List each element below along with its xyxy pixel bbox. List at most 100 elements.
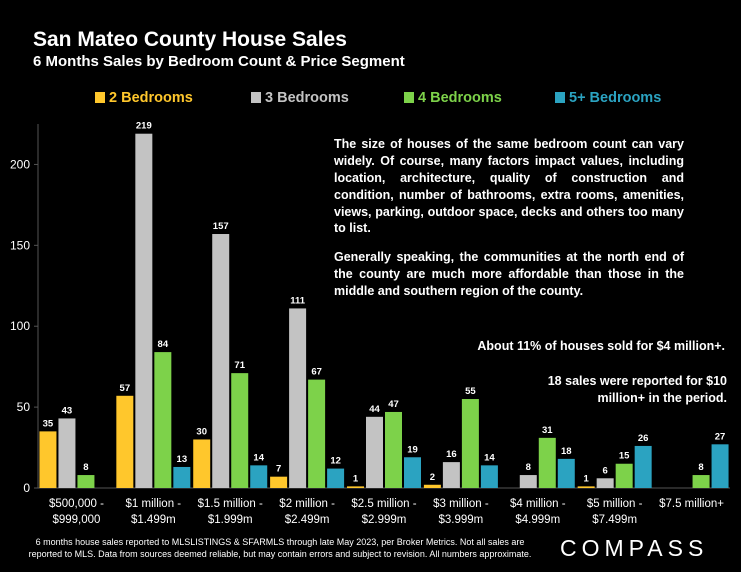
legend-label-2-bedrooms: 2 Bedrooms	[109, 90, 193, 106]
x-tick-label: $4 million -	[510, 498, 566, 510]
legend-swatch-2-bedrooms	[95, 92, 105, 103]
x-tick-label: $2.5 million -	[351, 498, 416, 510]
bar	[347, 486, 364, 488]
bar	[77, 475, 95, 488]
bar	[404, 457, 421, 488]
data-label: 2	[430, 472, 435, 483]
bar	[461, 399, 479, 488]
data-label: 8	[526, 462, 531, 473]
data-label: 8	[698, 462, 703, 473]
bar	[308, 379, 326, 488]
data-label: 26	[638, 433, 649, 444]
annotation-10m-sales: 18 sales were reported for $10 million+ …	[547, 374, 727, 405]
x-tick-label: $1.499m	[131, 514, 176, 526]
data-label: 13	[177, 454, 188, 465]
data-label: 14	[484, 452, 495, 463]
bar	[615, 463, 633, 488]
bar	[250, 465, 268, 488]
data-label: 44	[369, 404, 380, 415]
bar	[289, 308, 307, 488]
bar	[692, 475, 710, 488]
compass-logo: COMPASS	[560, 535, 709, 561]
x-tick-label: $5 million -	[587, 498, 643, 510]
x-tick-label: $3 million -	[433, 498, 489, 510]
data-label: 6	[603, 465, 608, 476]
y-tick-label: 100	[10, 319, 30, 333]
y-tick-label: 200	[10, 157, 30, 171]
data-label: 157	[213, 221, 229, 232]
bar	[270, 476, 288, 488]
data-label: 19	[407, 444, 418, 455]
bar	[212, 234, 230, 488]
annotation-4m-percentage: About 11% of houses sold for $4 million+…	[477, 339, 725, 353]
data-label: 7	[276, 464, 281, 475]
bar	[577, 486, 595, 488]
bar	[154, 352, 172, 488]
data-label: 111	[290, 295, 306, 306]
data-label: 67	[311, 367, 322, 378]
data-label: 18	[561, 446, 572, 457]
data-label: 27	[715, 431, 726, 442]
x-tick-label: $1.999m	[208, 514, 253, 526]
x-tick-label: $4.999m	[515, 514, 560, 526]
x-tick-label: $1.5 million -	[198, 498, 263, 510]
x-tick-label: $999,000	[52, 514, 100, 526]
data-label: 16	[446, 449, 457, 460]
x-tick-label: $2.999m	[362, 514, 407, 526]
bar	[557, 458, 575, 488]
x-tick-label: $3.999m	[439, 514, 484, 526]
bar	[385, 411, 402, 488]
data-label: 12	[330, 456, 341, 467]
bar	[519, 475, 537, 488]
bar	[58, 418, 76, 488]
bar	[442, 462, 460, 488]
x-tick-label: $2.499m	[285, 514, 330, 526]
data-label: 8	[83, 462, 88, 473]
bar	[423, 484, 441, 488]
bar	[596, 478, 614, 488]
data-label: 14	[253, 452, 264, 463]
bar	[39, 431, 57, 488]
commentary-note: The size of houses of the same bedroom c…	[334, 136, 684, 312]
data-label: 15	[619, 451, 630, 462]
data-label: 47	[388, 399, 399, 410]
legend-item-2-bedrooms: 2 Bedrooms	[95, 90, 193, 106]
legend-swatch-5-plus-bedrooms	[555, 92, 565, 103]
data-label: 30	[196, 426, 207, 437]
legend-label-5-plus-bedrooms: 5+ Bedrooms	[569, 90, 662, 106]
bar	[366, 416, 383, 488]
bar	[538, 437, 556, 488]
data-label: 84	[158, 339, 169, 350]
bar	[634, 445, 652, 488]
legend-swatch-3-bedrooms	[251, 92, 261, 103]
data-label: 71	[234, 360, 245, 371]
bar	[711, 444, 729, 488]
commentary-paragraph-1: The size of houses of the same bedroom c…	[334, 137, 684, 236]
chart-title: San Mateo County House Sales	[33, 28, 347, 51]
footnote-line-2: reported to MLS. Data from sources deeme…	[28, 549, 532, 560]
y-tick-label: 150	[10, 238, 30, 252]
x-tick-label: $7.5 million+	[659, 498, 724, 510]
legend-label-4-bedrooms: 4 Bedrooms	[418, 90, 502, 106]
bar	[480, 465, 498, 488]
data-label: 219	[136, 121, 152, 132]
y-tick-label: 0	[23, 481, 30, 495]
legend-item-5-plus-bedrooms: 5+ Bedrooms	[555, 90, 661, 106]
legend-item-4-bedrooms: 4 Bedrooms	[404, 90, 502, 106]
chart-subtitle: 6 Months Sales by Bedroom Count & Price …	[33, 53, 405, 70]
data-label: 55	[465, 386, 476, 397]
legend-item-3-bedrooms: 3 Bedrooms	[251, 90, 349, 106]
data-label: 35	[43, 418, 54, 429]
data-label: 57	[120, 383, 131, 394]
legend: 2 Bedrooms 3 Bedrooms 4 Bedrooms 5+ Bedr…	[0, 90, 741, 110]
legend-swatch-4-bedrooms	[404, 92, 414, 103]
x-tick-label: $7.499m	[592, 514, 637, 526]
bar	[193, 439, 211, 488]
footnote-line-1: 6 months house sales reported to MLSLIST…	[35, 537, 525, 547]
bar	[173, 466, 191, 488]
bar	[231, 373, 249, 488]
data-label: 31	[542, 425, 553, 436]
data-label: 1	[353, 473, 359, 484]
x-tick-label: $1 million -	[126, 498, 182, 510]
